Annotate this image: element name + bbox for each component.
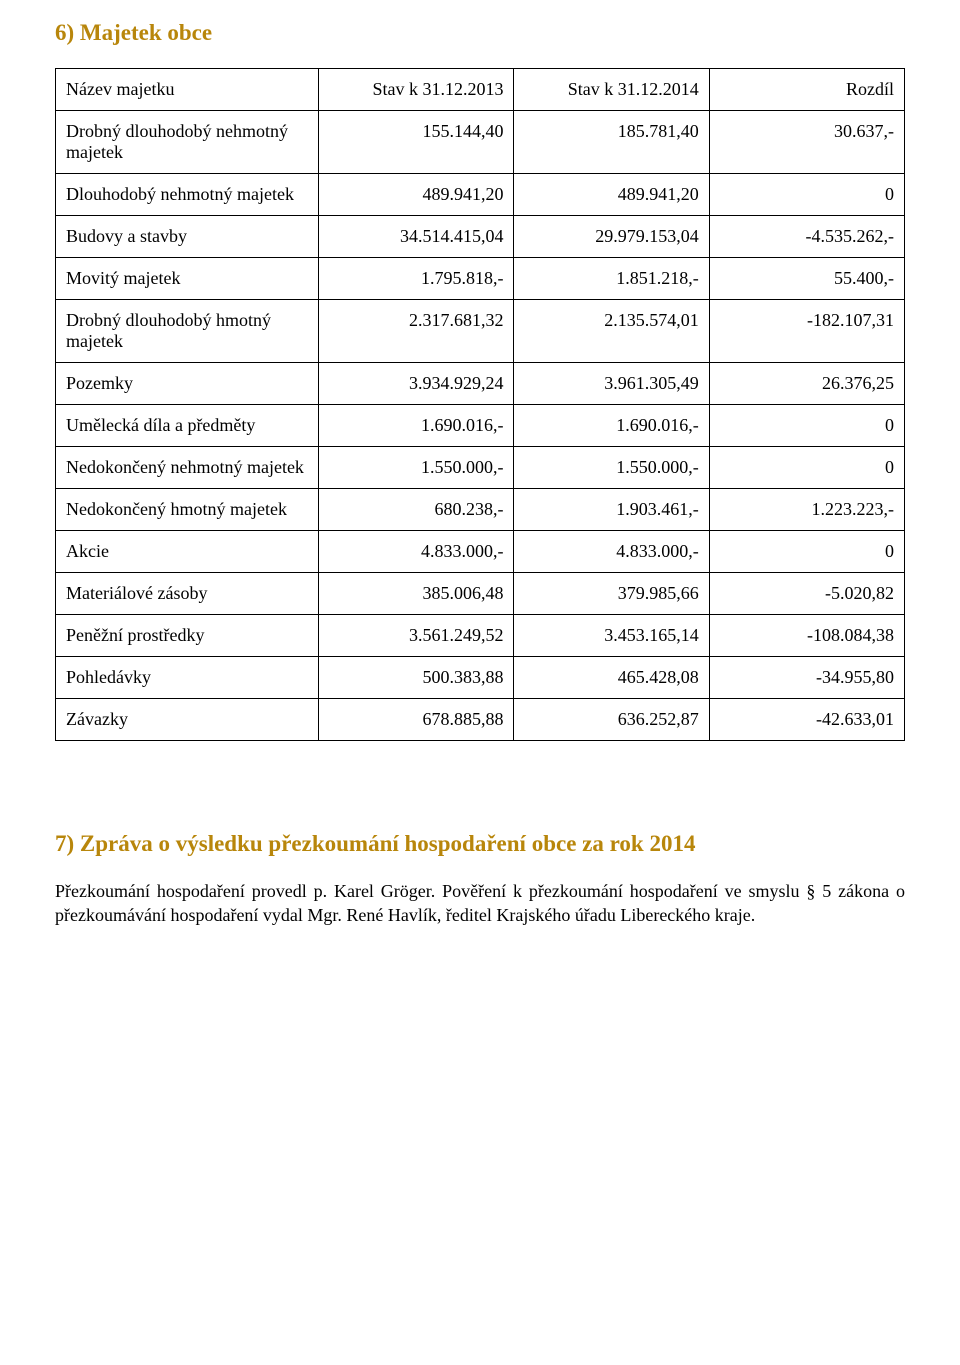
row-val-2013: 3.934.929,24: [319, 363, 514, 405]
row-val-2013: 155.144,40: [319, 111, 514, 174]
row-val-2013: 385.006,48: [319, 573, 514, 615]
table-row: Umělecká díla a předměty 1.690.016,- 1.6…: [56, 405, 905, 447]
row-val-2013: 3.561.249,52: [319, 615, 514, 657]
table-header-row: Název majetku Stav k 31.12.2013 Stav k 3…: [56, 69, 905, 111]
row-val-2013: 1.550.000,-: [319, 447, 514, 489]
row-label: Závazky: [56, 699, 319, 741]
row-label: Nedokončený hmotný majetek: [56, 489, 319, 531]
row-val-diff: 0: [709, 405, 904, 447]
row-val-diff: -34.955,80: [709, 657, 904, 699]
row-val-diff: -182.107,31: [709, 300, 904, 363]
row-label: Drobný dlouhodobý hmotný majetek: [56, 300, 319, 363]
col-header-2013: Stav k 31.12.2013: [319, 69, 514, 111]
row-val-2014: 1.903.461,-: [514, 489, 709, 531]
row-val-diff: 1.223.223,-: [709, 489, 904, 531]
table-row: Dlouhodobý nehmotný majetek 489.941,20 4…: [56, 174, 905, 216]
row-val-diff: -42.633,01: [709, 699, 904, 741]
row-val-2014: 3.453.165,14: [514, 615, 709, 657]
row-label: Pohledávky: [56, 657, 319, 699]
col-header-rozdil: Rozdíl: [709, 69, 904, 111]
row-label: Pozemky: [56, 363, 319, 405]
row-val-2013: 1.795.818,-: [319, 258, 514, 300]
row-val-diff: 0: [709, 447, 904, 489]
section-7-heading: 7) Zpráva o výsledku přezkoumání hospoda…: [55, 831, 905, 857]
row-val-diff: 26.376,25: [709, 363, 904, 405]
row-label: Movitý majetek: [56, 258, 319, 300]
table-row: Drobný dlouhodobý nehmotný majetek 155.1…: [56, 111, 905, 174]
row-val-2013: 2.317.681,32: [319, 300, 514, 363]
row-val-diff: -4.535.262,-: [709, 216, 904, 258]
row-val-2014: 4.833.000,-: [514, 531, 709, 573]
row-val-2014: 379.985,66: [514, 573, 709, 615]
row-val-2014: 465.428,08: [514, 657, 709, 699]
row-val-2014: 1.690.016,-: [514, 405, 709, 447]
table-row: Závazky 678.885,88 636.252,87 -42.633,01: [56, 699, 905, 741]
table-row: Materiálové zásoby 385.006,48 379.985,66…: [56, 573, 905, 615]
row-val-2014: 1.550.000,-: [514, 447, 709, 489]
row-val-diff: -108.084,38: [709, 615, 904, 657]
row-label: Budovy a stavby: [56, 216, 319, 258]
row-val-2014: 3.961.305,49: [514, 363, 709, 405]
majetek-table: Název majetku Stav k 31.12.2013 Stav k 3…: [55, 68, 905, 741]
table-row: Budovy a stavby 34.514.415,04 29.979.153…: [56, 216, 905, 258]
row-val-2013: 4.833.000,-: [319, 531, 514, 573]
row-val-2014: 29.979.153,04: [514, 216, 709, 258]
row-val-2014: 489.941,20: [514, 174, 709, 216]
row-val-2013: 34.514.415,04: [319, 216, 514, 258]
row-val-2013: 489.941,20: [319, 174, 514, 216]
row-val-2014: 2.135.574,01: [514, 300, 709, 363]
section-6-heading: 6) Majetek obce: [55, 20, 905, 46]
table-row: Nedokončený hmotný majetek 680.238,- 1.9…: [56, 489, 905, 531]
row-label: Materiálové zásoby: [56, 573, 319, 615]
row-val-diff: 30.637,-: [709, 111, 904, 174]
table-row: Peněžní prostředky 3.561.249,52 3.453.16…: [56, 615, 905, 657]
table-row: Pohledávky 500.383,88 465.428,08 -34.955…: [56, 657, 905, 699]
table-row: Drobný dlouhodobý hmotný majetek 2.317.6…: [56, 300, 905, 363]
col-header-nazev: Název majetku: [56, 69, 319, 111]
row-label: Nedokončený nehmotný majetek: [56, 447, 319, 489]
table-row: Nedokončený nehmotný majetek 1.550.000,-…: [56, 447, 905, 489]
row-val-2014: 636.252,87: [514, 699, 709, 741]
row-label: Umělecká díla a předměty: [56, 405, 319, 447]
row-label: Dlouhodobý nehmotný majetek: [56, 174, 319, 216]
row-val-diff: 0: [709, 531, 904, 573]
row-val-diff: -5.020,82: [709, 573, 904, 615]
table-row: Movitý majetek 1.795.818,- 1.851.218,- 5…: [56, 258, 905, 300]
row-val-2014: 185.781,40: [514, 111, 709, 174]
section-7-paragraph: Přezkoumání hospodaření provedl p. Karel…: [55, 879, 905, 928]
row-label: Peněžní prostředky: [56, 615, 319, 657]
row-val-diff: 0: [709, 174, 904, 216]
row-val-2014: 1.851.218,-: [514, 258, 709, 300]
table-row: Pozemky 3.934.929,24 3.961.305,49 26.376…: [56, 363, 905, 405]
row-label: Drobný dlouhodobý nehmotný majetek: [56, 111, 319, 174]
col-header-2014: Stav k 31.12.2014: [514, 69, 709, 111]
row-val-diff: 55.400,-: [709, 258, 904, 300]
row-val-2013: 500.383,88: [319, 657, 514, 699]
row-label: Akcie: [56, 531, 319, 573]
row-val-2013: 1.690.016,-: [319, 405, 514, 447]
table-row: Akcie 4.833.000,- 4.833.000,- 0: [56, 531, 905, 573]
row-val-2013: 680.238,-: [319, 489, 514, 531]
row-val-2013: 678.885,88: [319, 699, 514, 741]
